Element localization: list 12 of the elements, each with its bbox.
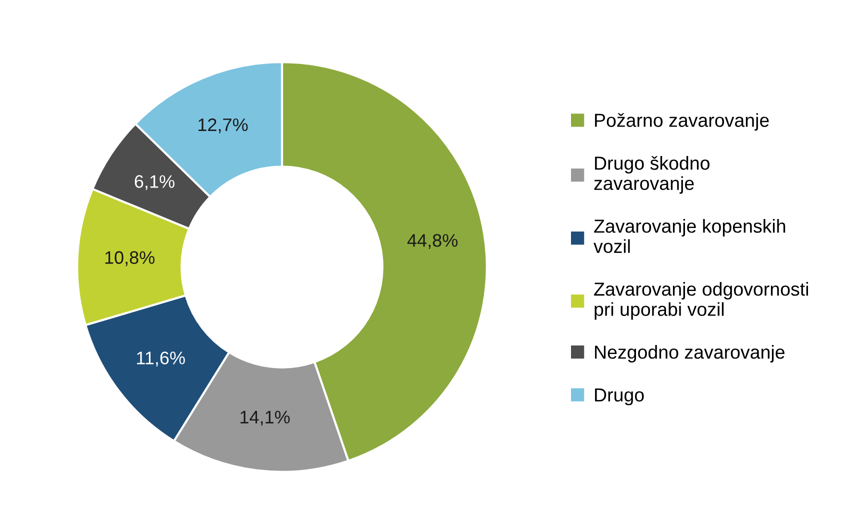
legend-label: Drugo [595,388,644,406]
data-label: 10,8% [105,251,155,266]
data-label: 6,1% [134,175,174,190]
data-label: 12,7% [198,118,248,134]
data-label: 14,1% [240,410,290,426]
legend-label: Požarno zavarovanje [595,113,769,131]
legend-label: Drugo škodno zavarovanje [594,156,710,194]
legend-label: Zavarovanje kopenskih vozil [594,219,786,254]
data-label: 11,6% [137,352,185,366]
legend-label: Zavarovanje odgovornosti pri uporabi vozil [594,282,808,320]
data-label: 44,8% [407,234,458,249]
legend-label: Nezgodno zavarovanje [595,345,784,362]
